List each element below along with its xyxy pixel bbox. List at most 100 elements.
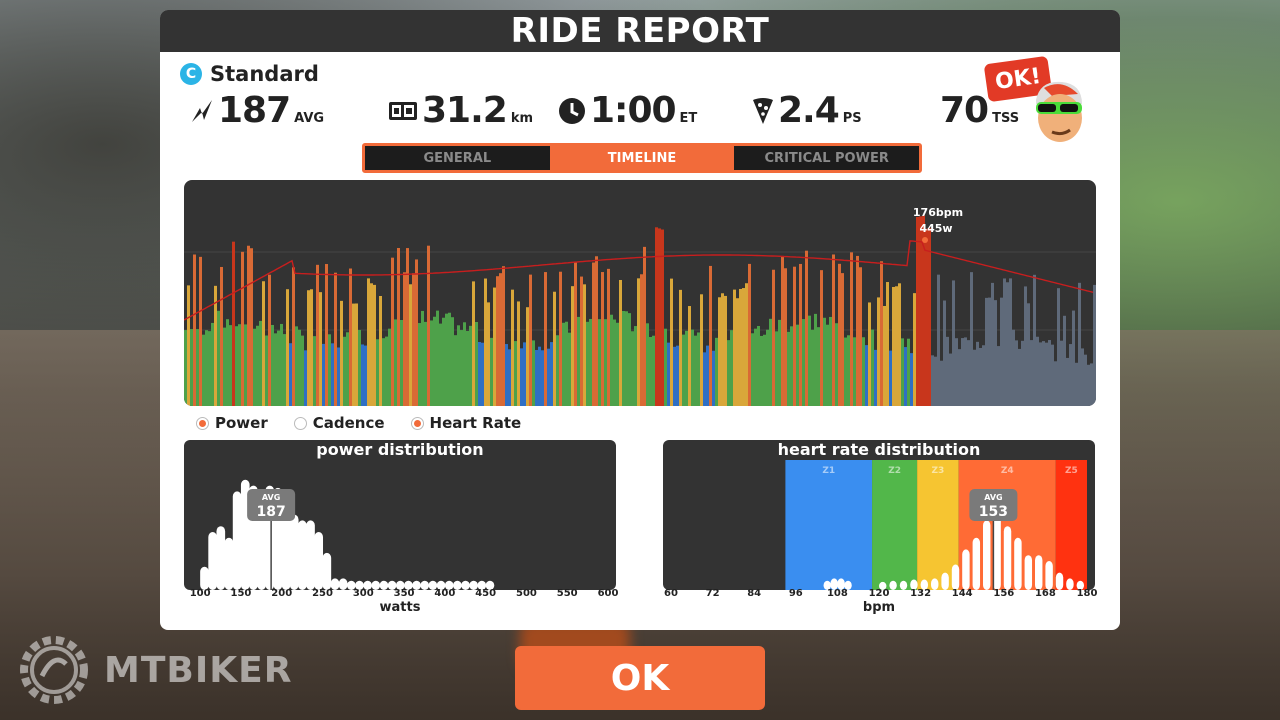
timeline-power-bar [934,356,937,406]
timeline-power-bar [232,241,235,406]
timeline-power-bar [877,297,880,406]
power-distribution-title: power distribution [316,440,484,459]
timeline-power-bar [796,324,799,406]
distribution-bar [453,580,462,590]
tab-timeline[interactable]: TIMELINE [549,146,735,170]
timeline-power-bar [490,337,493,406]
timeline-power-bar [1087,364,1090,406]
timeline-power-bar [394,319,397,406]
timeline-power-bar [817,327,820,406]
timeline-power-bar [982,345,985,406]
axis-tick-label: 150 [230,588,252,599]
timeline-power-bar [943,300,946,406]
legend-power[interactable]: Power [196,414,268,432]
timeline-power-bar [1048,340,1051,406]
distribution-bar [910,579,918,590]
legend-heart-rate-radio[interactable] [410,416,424,430]
timeline-power-bar [190,329,193,406]
axis-tick-label: 96 [788,588,803,599]
timeline-power-bar [202,334,205,406]
pizza-icon [753,97,773,124]
timeline-power-bar [988,297,991,406]
timeline-power-bar [508,349,511,406]
distribution-bar [477,580,487,590]
timeline-power-bar [652,335,655,406]
legend-cadence[interactable]: Cadence [293,414,385,432]
distribution-bar [314,532,324,590]
timeline-power-bar [727,340,730,406]
timeline-power-bar [295,326,298,406]
peak-hr-label: 176bpm [913,206,963,219]
legend-power-radio[interactable] [196,416,209,430]
timeline-power-bar [673,346,676,406]
distribution-bar [951,564,960,590]
timeline-power-bar [754,328,757,406]
hr-avg-label: AVG [984,493,1002,502]
timeline-power-bar [838,263,841,406]
timeline-power-bar [388,328,391,406]
timeline-power-bar [475,321,478,406]
legend-heart-rate[interactable]: Heart Rate [410,414,521,432]
timeline-power-bar [469,325,472,406]
timeline-power-bar [409,284,412,406]
timeline-power-bar [940,360,943,406]
timeline-power-bar [244,324,247,406]
timeline-power-bar [532,340,535,406]
timeline-power-bar [916,216,919,406]
power-x-label: watts [379,600,421,615]
timeline-power-bar [553,291,556,406]
timeline-power-bar [1066,357,1069,406]
timeline-power-bar [1000,297,1003,406]
timeline-power-bar [697,332,700,406]
timeline-power-bar [604,319,607,406]
timeline-power-bar [883,305,886,406]
ok-button[interactable]: OK [515,646,765,710]
timeline-power-bar [1045,342,1048,406]
timeline-power-bar [1063,315,1066,406]
timeline-power-bar [517,301,520,406]
distribution-bar [420,580,430,590]
timeline-power-bar [1021,340,1024,406]
timeline-power-bar [925,228,928,406]
timeline-power-bar [745,283,748,406]
tab-general[interactable]: GENERAL [365,146,550,170]
timeline-power-bar [730,330,733,406]
distribution-bar [993,503,1001,590]
timeline-power-bar [568,332,571,406]
timeline-power-bar [952,280,955,406]
timeline-power-bar [274,333,277,406]
tab-critical-power[interactable]: CRITICAL POWER [734,146,920,170]
distribution-bar [404,580,413,590]
hr-zone-band [785,460,873,590]
timeline-power-bar [625,311,628,406]
timeline-power-bar [655,227,658,406]
timeline-power-bar [997,346,1000,406]
chart-legend: Power Cadence Heart Rate [196,414,521,432]
timeline-power-bar [1033,274,1036,406]
axis-tick-label: 350 [393,588,415,599]
timeline-power-bar [805,250,808,406]
stat-tss-value: 70 [940,90,989,131]
timeline-power-bar [370,283,373,406]
timeline-power-bar [991,282,994,406]
distribution-bar [837,578,845,590]
axis-tick-label: 144 [951,588,973,599]
timeline-power-bar [769,318,772,406]
timeline-power-bar [223,327,226,406]
timeline-power-bar [502,266,505,406]
timeline-power-bar [265,335,268,406]
legend-cadence-radio[interactable] [293,416,307,430]
timeline-power-bar [256,325,259,406]
timeline-power-bar [544,272,547,406]
timeline-power-bar [778,319,781,406]
timeline-power-bar [505,344,508,406]
timeline-power-bar [289,343,292,406]
timeline-power-bar [970,272,973,406]
distribution-bar [823,580,831,590]
timeline-power-bar [586,321,589,406]
timeline-power-bar [574,261,577,406]
axis-tick-label: 400 [434,588,456,599]
timeline-power-bar [526,307,529,406]
timeline-power-bar [634,326,637,406]
timeline-power-bar [703,352,706,406]
